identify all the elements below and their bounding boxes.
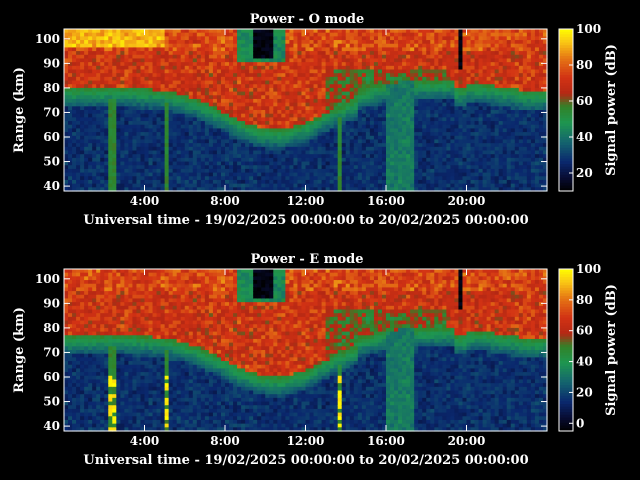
y-ticks: 40 50 60 70 80 90 100 [35,272,547,433]
x-tick-label: 16:00 [367,194,405,208]
x-tick-label: 12:00 [287,194,325,208]
colorbar-tick-label: 20 [576,166,593,180]
x-axis-label: Universal time - 19/02/2025 00:00:00 to … [83,453,528,468]
y-tick-label: 40 [43,419,60,433]
colorbar-tick-label: 0 [576,416,584,430]
colorbar: 0 20 40 60 80 100 [558,262,601,432]
colorbar-tick-label: 20 [576,385,593,399]
x-tick-label: 12:00 [287,434,325,448]
colorbar-tick-label: 40 [576,130,593,144]
y-tick-label: 80 [43,81,60,95]
y-tick-label: 80 [43,321,60,335]
colorbar-tick-label: 80 [576,58,593,72]
x-tick-label: 8:00 [210,194,239,208]
heatmap-o-mode [64,29,548,192]
colorbar-label: Signal power (dB) [604,284,619,416]
heatmap-e-mode [64,269,548,432]
y-tick-label: 90 [43,56,60,70]
y-tick-label: 60 [43,370,60,384]
colorbar-tick-label: 80 [576,293,593,307]
x-tick-label: 4:00 [130,194,159,208]
chart-title: Power - O mode [250,12,365,27]
y-tick-label: 40 [43,179,60,193]
x-axis-label: Universal time - 19/02/2025 00:00:00 to … [83,213,528,228]
colorbar-tick-label: 100 [576,22,601,36]
chart-title: Power - E mode [250,252,363,267]
colorbar-tick-label: 100 [576,262,601,276]
colorbar-tick-label: 60 [576,94,593,108]
colorbar-tick-label: 40 [576,355,593,369]
y-tick-label: 70 [43,345,60,359]
y-tick-label: 70 [43,105,60,119]
y-axis-label: Range (km) [12,67,27,153]
y-ticks: 40 50 60 70 80 90 100 [35,32,547,193]
colorbar: 20 40 60 80 100 [558,22,601,192]
colorbar-label: Signal power (dB) [604,44,619,176]
x-ticks: 4:00 8:00 12:00 16:00 20:00 [130,29,486,208]
x-tick-label: 20:00 [448,194,486,208]
y-tick-label: 90 [43,296,60,310]
panel-e-mode: Power - E mode 40 50 60 70 80 90 100 4:00 8:00 1… [12,252,619,468]
y-tick-label: 50 [43,155,60,169]
x-tick-label: 8:00 [210,434,239,448]
x-tick-label: 20:00 [448,434,486,448]
x-ticks: 4:00 8:00 12:00 16:00 20:00 [130,269,486,448]
y-axis-label: Range (km) [12,307,27,393]
colorbar-tick-label: 60 [576,324,593,338]
x-tick-label: 4:00 [130,434,159,448]
x-tick-label: 16:00 [367,434,405,448]
y-tick-label: 100 [35,32,60,46]
y-tick-label: 60 [43,130,60,144]
panel-o-mode: Power - O mode 40 50 60 70 80 90 100 4:00 8:00 1… [12,12,619,228]
y-tick-label: 50 [43,395,60,409]
y-tick-label: 100 [35,272,60,286]
